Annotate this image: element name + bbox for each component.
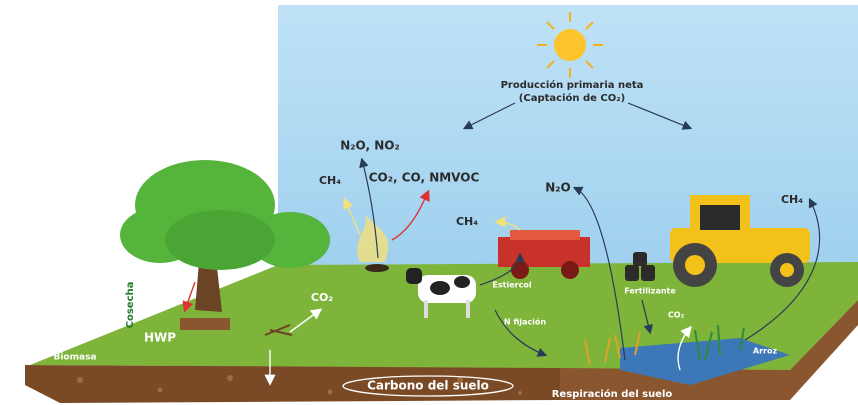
cow (406, 268, 476, 318)
label: Carbono del suelo (367, 379, 489, 393)
arrows (182, 102, 821, 397)
label: (Captación de CO₂) (519, 92, 625, 104)
label: Fertilizante (624, 287, 676, 296)
soil (25, 365, 560, 403)
rice-plants (694, 324, 745, 361)
tree (120, 160, 330, 330)
soil-side (560, 300, 858, 400)
crop-plants (584, 331, 641, 366)
label: N₂O (545, 181, 571, 195)
label: CH₄ (319, 174, 341, 187)
label: CO₂, CO, NMVOC (369, 171, 480, 185)
tractor (670, 195, 810, 287)
label: CH₄ (781, 193, 803, 206)
residue (264, 324, 293, 336)
label: CO₂ (311, 291, 333, 304)
label: Arroz (753, 347, 778, 356)
rice-paddy (620, 338, 790, 385)
label: Producción primaria neta (501, 79, 644, 91)
fire (357, 215, 389, 272)
label: CO₂ (668, 311, 685, 320)
label: N fijación (504, 317, 547, 327)
soil-dots (77, 375, 522, 395)
fertilizer-bags (625, 252, 655, 281)
label: N₂O, NO₂ (340, 139, 399, 153)
label: Cosecha (125, 282, 136, 329)
label: Respiración del suelo (552, 388, 673, 400)
label: CH₄ (456, 215, 478, 228)
label: HWP (144, 331, 176, 345)
label: Estiercol (492, 281, 531, 290)
label: Biomasa (53, 353, 96, 363)
sun (537, 12, 603, 78)
ground (30, 262, 858, 370)
